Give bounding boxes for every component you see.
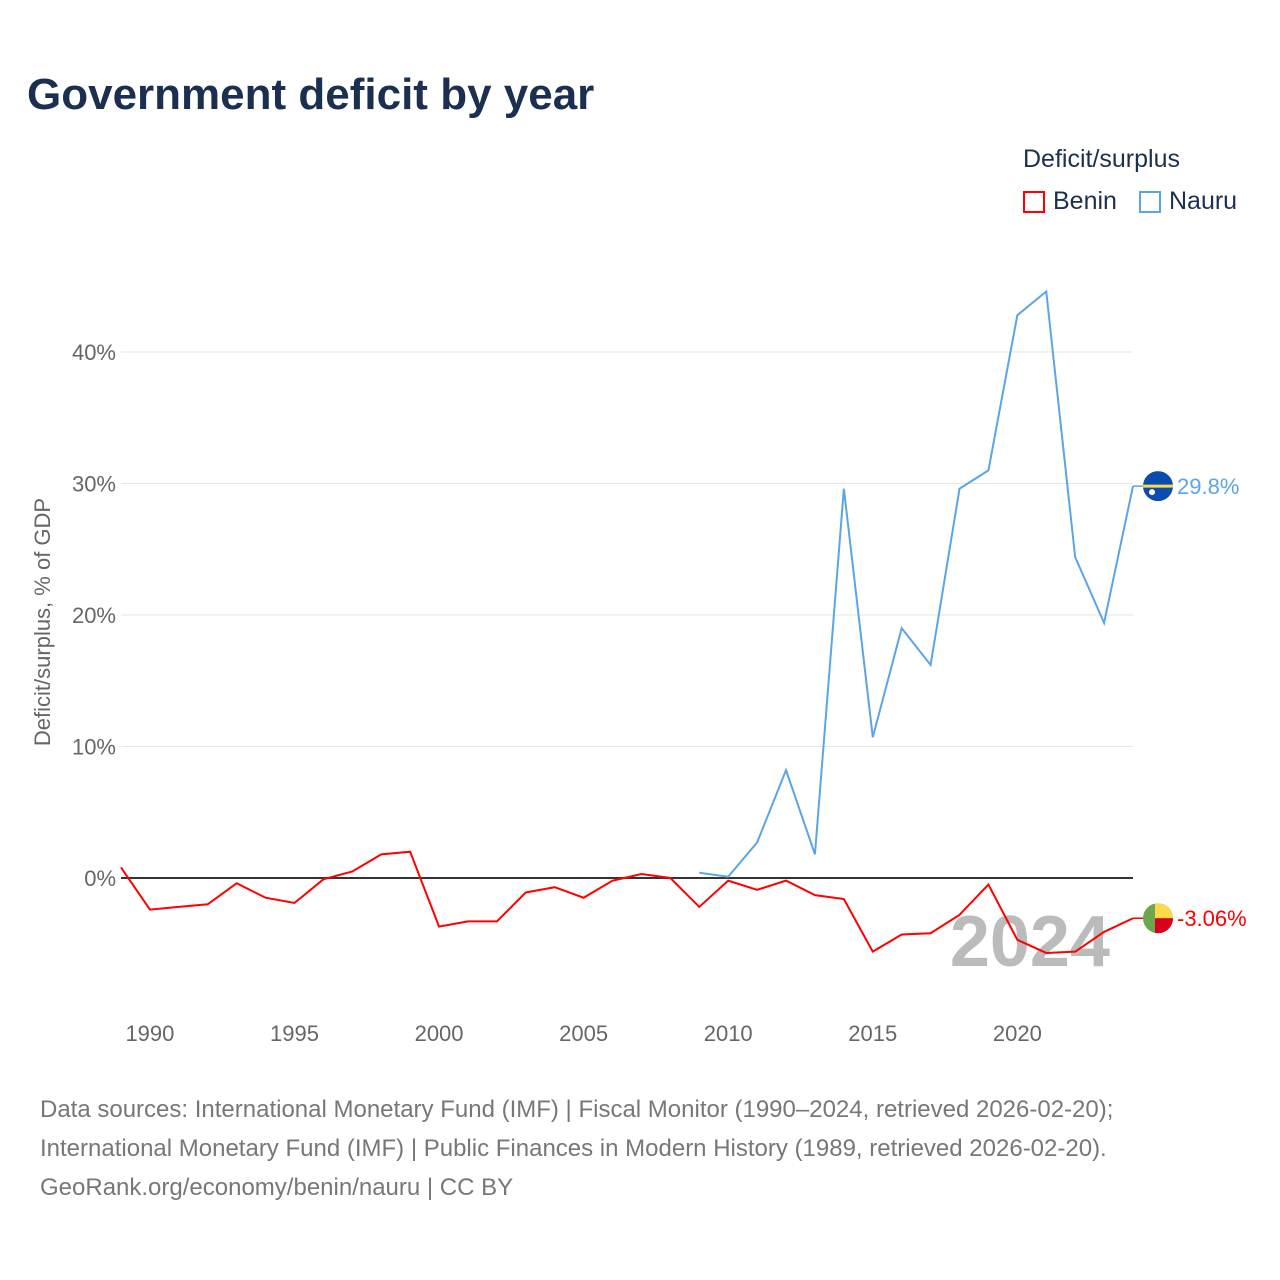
legend-title: Deficit/surplus	[1023, 145, 1180, 173]
series-line-benin	[120, 850, 1134, 954]
footer-sources-2: International Monetary Fund (IMF) | Publ…	[40, 1135, 1107, 1162]
legend-item-benin[interactable]: Benin	[1023, 187, 1117, 216]
y-axis-label: Deficit/surplus, % of GDP	[30, 498, 55, 746]
footer-link[interactable]: GeoRank.org/economy/benin/nauru | CC BY	[40, 1174, 514, 1201]
end-label-nauru: 29.8%	[1177, 474, 1239, 499]
nauru-flag-icon	[1143, 471, 1173, 502]
series-line-nauru	[699, 289, 1134, 878]
legend-item-nauru[interactable]: Nauru	[1139, 187, 1237, 216]
legend-swatch-benin	[1023, 190, 1045, 213]
legend-label-nauru: Nauru	[1169, 187, 1238, 215]
y-tick-label: 20%	[72, 603, 116, 628]
y-tick-label: 40%	[72, 340, 116, 365]
footer: Data sources: International Monetary Fun…	[40, 1090, 1113, 1207]
y-tick-label: 30%	[72, 472, 116, 497]
end-label-benin: -3.06%	[1177, 906, 1247, 931]
x-tick-label: 1990	[125, 1021, 174, 1046]
x-tick-label: 2020	[993, 1021, 1042, 1046]
x-tick-label: 2000	[415, 1021, 464, 1046]
x-tick-label: 1995	[270, 1021, 319, 1046]
footer-sources-1: Data sources: International Monetary Fun…	[40, 1096, 1114, 1123]
year-watermark: 2024	[950, 902, 1110, 982]
legend-swatch-nauru	[1139, 190, 1161, 213]
x-tick-label: 2010	[704, 1021, 753, 1046]
chart-title: Government deficit by year	[27, 70, 595, 119]
benin-flag-icon	[1143, 903, 1173, 934]
y-tick-label: 0%	[84, 866, 116, 891]
x-tick-label: 2005	[559, 1021, 608, 1046]
legend-label-benin: Benin	[1053, 187, 1117, 215]
x-tick-label: 2015	[848, 1021, 897, 1046]
y-tick-label: 10%	[72, 735, 116, 760]
